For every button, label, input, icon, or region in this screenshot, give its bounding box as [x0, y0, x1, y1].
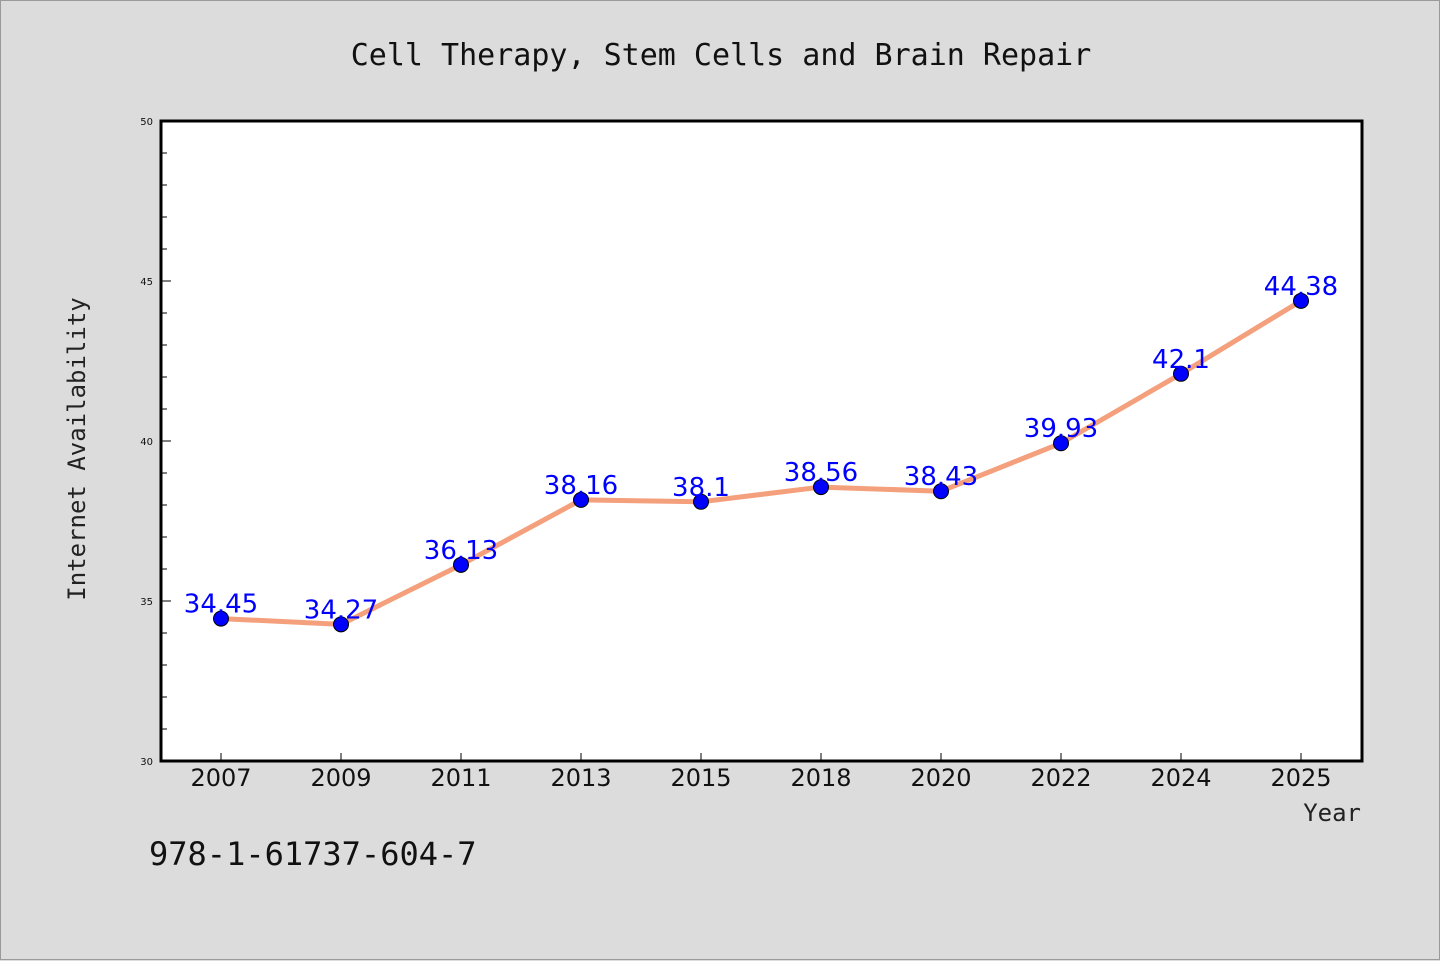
- data-label: 44.38: [1264, 272, 1338, 302]
- data-point: [933, 483, 949, 500]
- data-label: 38.16: [544, 471, 618, 501]
- data-point: [333, 616, 349, 633]
- data-label: 38.1: [672, 473, 730, 503]
- y-tick-label: 50: [140, 117, 153, 128]
- x-tick-label: 2018: [790, 764, 851, 792]
- series-polyline: [218, 298, 1304, 627]
- x-axis: 2007 2009 2011 2013 2015 2018 2020 2022 2024 2025: [190, 753, 1332, 792]
- y-axis: 30 35 40 45 50: [140, 117, 171, 768]
- data-point: [1053, 435, 1069, 452]
- data-label: 38.56: [784, 458, 858, 488]
- data-point: [1293, 292, 1309, 309]
- x-tick-label: 2007: [190, 764, 251, 792]
- x-tick-label: 2013: [550, 764, 611, 792]
- chart-title: Cell Therapy, Stem Cells and Brain Repai…: [351, 38, 1092, 73]
- x-tick-label: 2020: [910, 764, 971, 792]
- data-label: 34.45: [184, 590, 258, 620]
- data-label: 42.1: [1152, 345, 1210, 375]
- data-point: [573, 491, 589, 508]
- x-axis-label: Year: [1303, 799, 1361, 827]
- data-point: [813, 479, 829, 496]
- plot-area: [159, 119, 1364, 763]
- data-labels: 34.45 34.27 36.13 38.16 38.1 38.56 38.43 39.93 4…: [184, 272, 1338, 626]
- series-line: [218, 298, 1304, 627]
- x-tick-label: 2015: [670, 764, 731, 792]
- y-tick-label: 30: [140, 757, 153, 768]
- data-point: [1173, 365, 1189, 382]
- y-tick-label: 40: [140, 437, 153, 448]
- y-tick-label: 35: [140, 597, 153, 608]
- data-label: 38.43: [904, 462, 978, 492]
- data-point: [693, 493, 709, 510]
- isbn-footnote: 978-1-61737-604-7: [149, 835, 477, 873]
- data-point: [453, 556, 469, 573]
- data-point: [213, 610, 229, 627]
- x-tick-label: 2011: [430, 764, 491, 792]
- data-label: 34.27: [304, 595, 378, 625]
- x-tick-label: 2024: [1150, 764, 1211, 792]
- x-tick-label: 2009: [310, 764, 371, 792]
- x-tick-label: 2025: [1270, 764, 1331, 792]
- y-tick-label: 45: [140, 277, 153, 288]
- data-label: 36.13: [424, 536, 498, 566]
- data-label: 39.93: [1024, 414, 1098, 444]
- y-axis-label: Internet Availability: [63, 297, 91, 600]
- data-points: [213, 292, 1309, 633]
- x-tick-label: 2022: [1030, 764, 1091, 792]
